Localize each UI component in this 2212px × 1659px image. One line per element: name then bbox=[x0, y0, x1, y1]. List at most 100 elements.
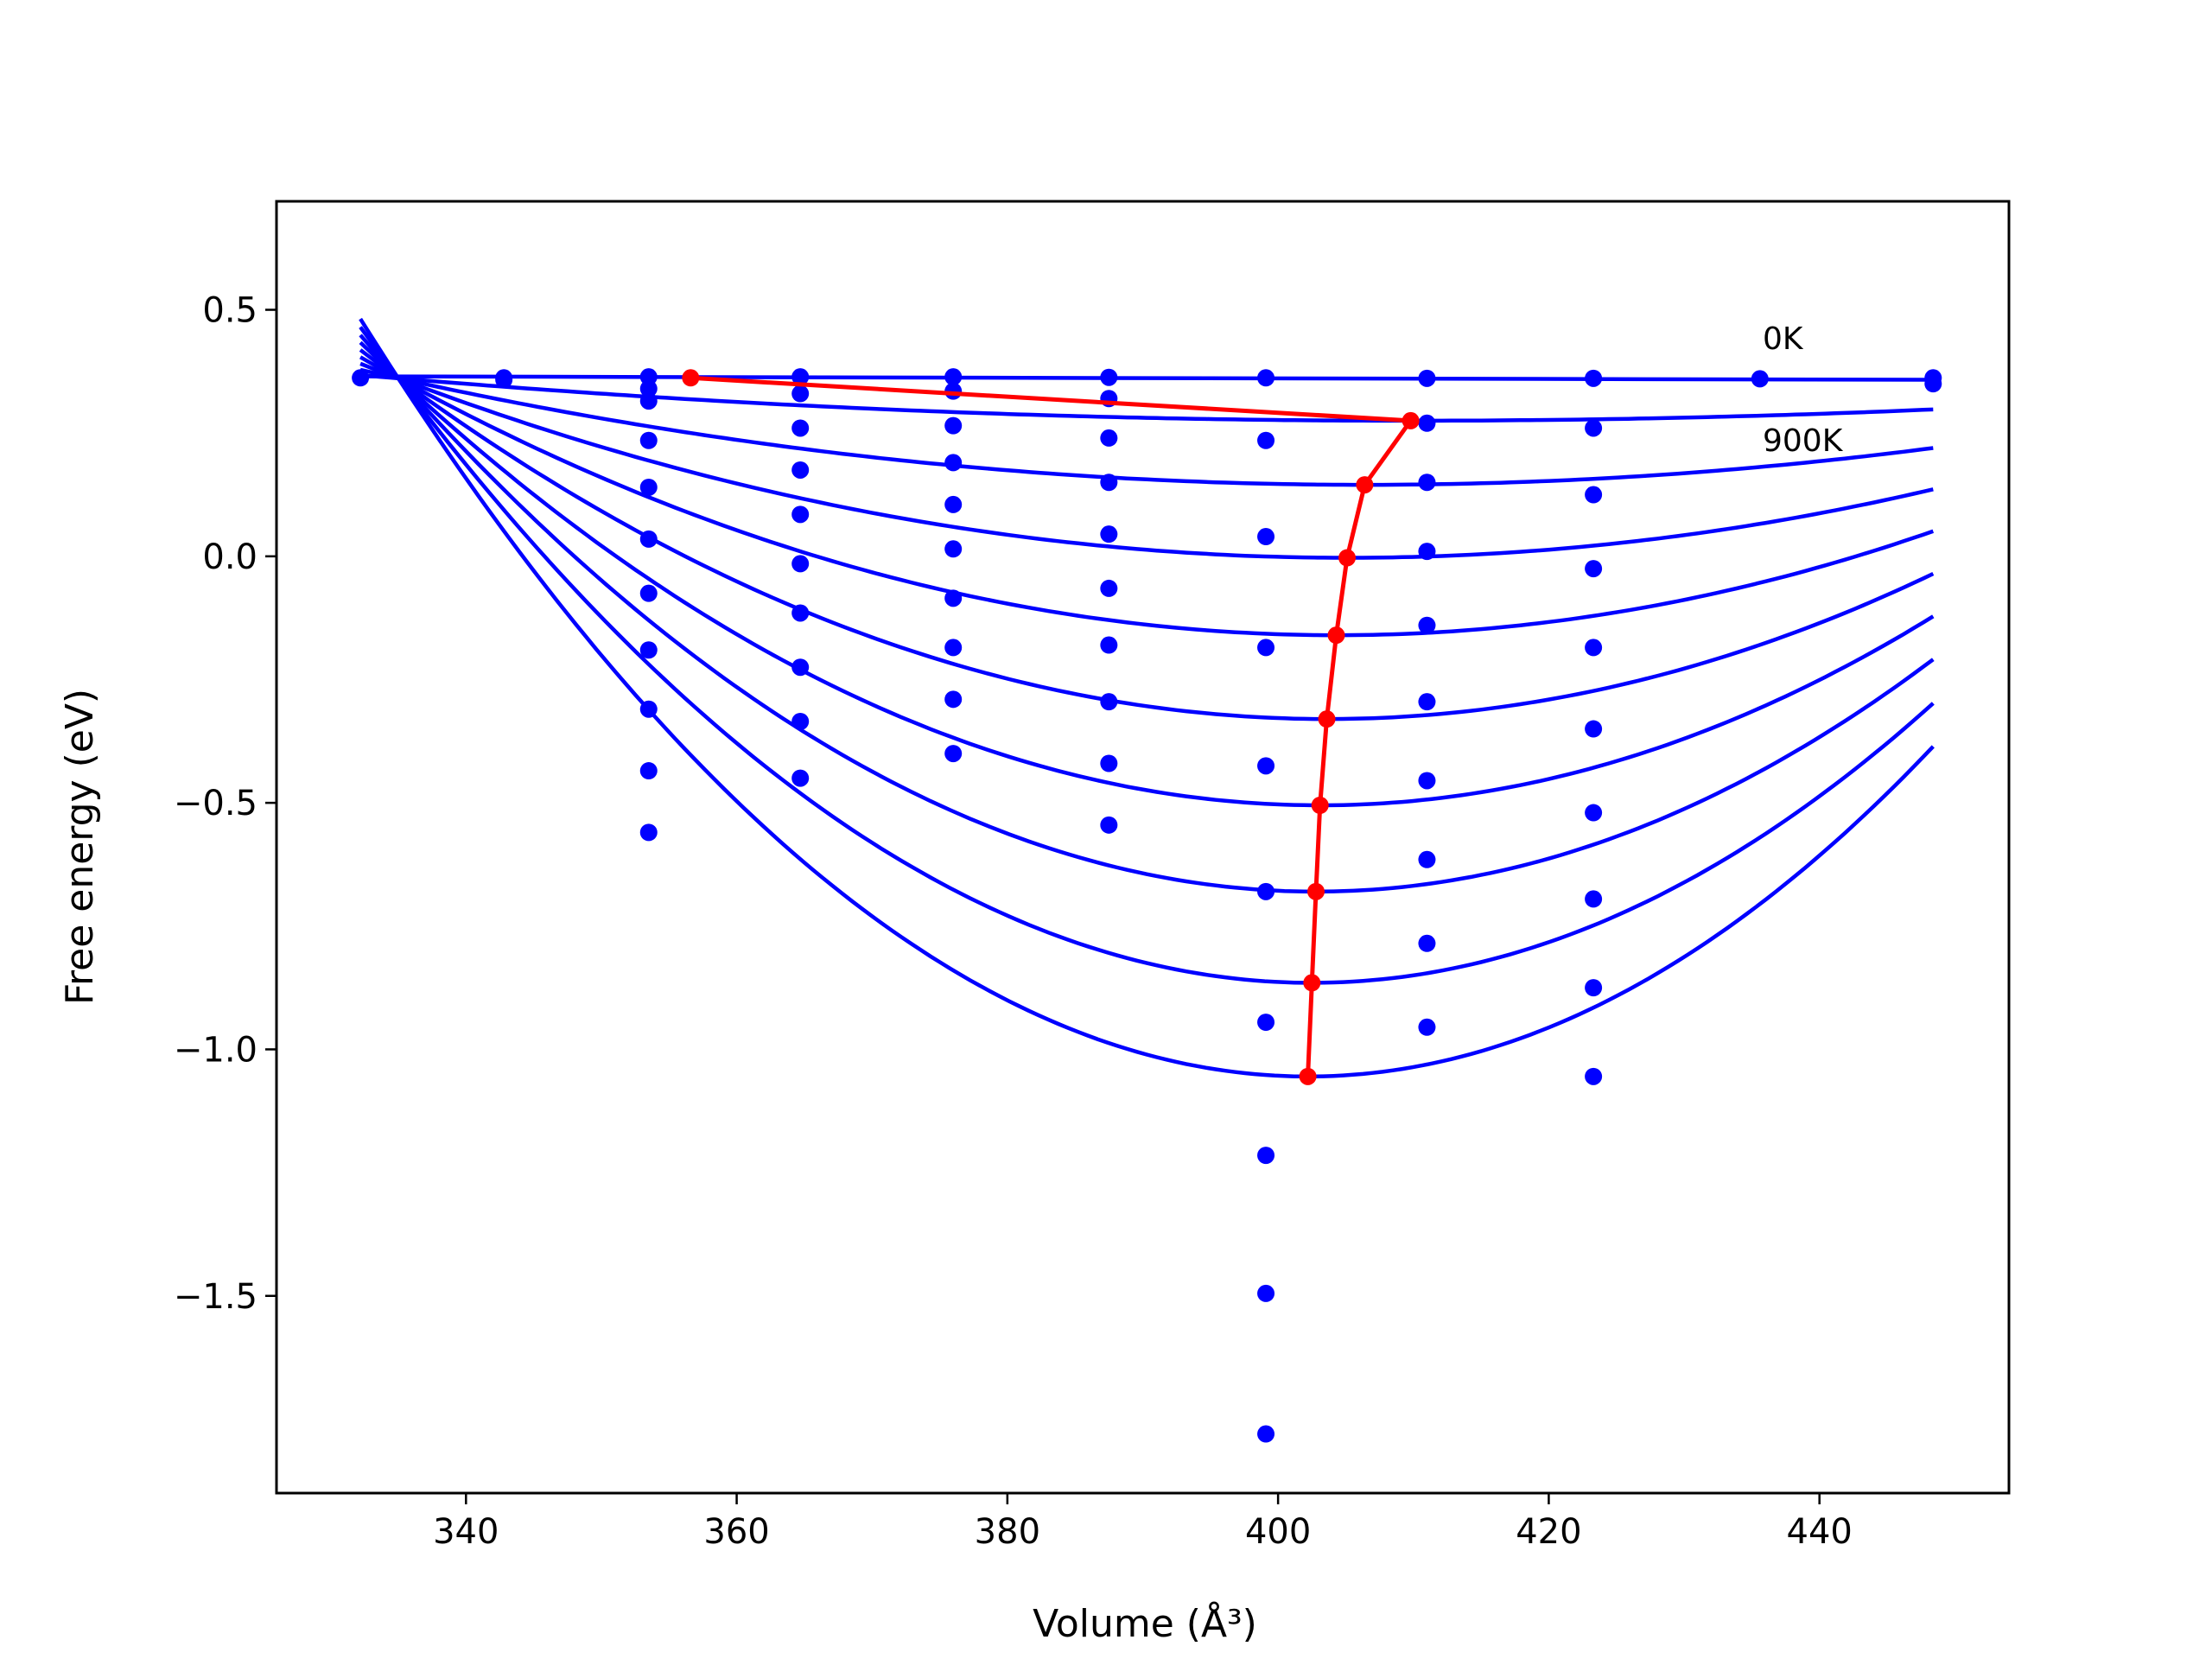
x-axis-label: Volume (Å³) bbox=[1033, 1600, 1257, 1646]
data-point bbox=[1585, 560, 1603, 578]
y-tick-label: −1.5 bbox=[174, 1277, 257, 1317]
data-point bbox=[1418, 616, 1436, 634]
data-point bbox=[1100, 636, 1118, 654]
fit-curve-700K bbox=[359, 334, 1935, 894]
data-point bbox=[639, 530, 658, 548]
data-point bbox=[639, 641, 658, 659]
data-point bbox=[791, 385, 810, 403]
x-tick-label: 380 bbox=[975, 1512, 1040, 1552]
fit-curve-300K bbox=[359, 361, 1934, 560]
data-point bbox=[352, 369, 370, 387]
x-tick-label: 340 bbox=[433, 1512, 499, 1552]
data-point bbox=[1418, 772, 1436, 790]
data-point bbox=[1257, 1284, 1275, 1302]
data-point bbox=[1418, 934, 1436, 952]
minimum-point bbox=[1327, 626, 1345, 645]
data-point bbox=[1257, 1014, 1275, 1032]
data-point bbox=[791, 658, 810, 677]
fit-curves bbox=[359, 317, 1935, 1079]
data-point bbox=[791, 368, 810, 386]
data-point bbox=[1924, 375, 1942, 393]
data-point bbox=[639, 700, 658, 718]
data-point bbox=[1257, 639, 1275, 657]
x-tick-label: 400 bbox=[1245, 1512, 1311, 1552]
data-point bbox=[1100, 525, 1118, 543]
data-point bbox=[1418, 693, 1436, 711]
data-point bbox=[1257, 431, 1275, 449]
fit-curve-600K bbox=[359, 340, 1935, 808]
minimum-point bbox=[1307, 882, 1325, 900]
data-point bbox=[791, 505, 810, 524]
data-point bbox=[639, 431, 658, 449]
data-point bbox=[944, 745, 963, 763]
y-axis: 0.5 0.0 −0.5 −1.0 −1.5 bbox=[174, 291, 276, 1317]
data-point bbox=[944, 454, 963, 472]
data-point bbox=[1257, 1425, 1275, 1443]
data-point bbox=[639, 368, 658, 386]
y-tick-label: −1.0 bbox=[174, 1030, 257, 1070]
minima-path bbox=[690, 375, 1415, 1077]
plot-frame bbox=[275, 200, 2011, 1495]
minimum-point bbox=[1311, 796, 1329, 814]
data-point bbox=[1257, 528, 1275, 546]
minimum-point bbox=[1338, 549, 1357, 567]
data-point bbox=[495, 371, 513, 389]
data-point bbox=[944, 690, 963, 709]
data-point bbox=[1585, 369, 1603, 387]
data-point bbox=[1100, 474, 1118, 492]
x-tick-label: 440 bbox=[1787, 1512, 1853, 1552]
data-point bbox=[1257, 1147, 1275, 1165]
data-point bbox=[791, 712, 810, 730]
data-point bbox=[1418, 474, 1436, 492]
annotation-900k: 900K bbox=[1763, 423, 1844, 459]
data-point bbox=[1585, 720, 1603, 738]
fit-curve-100K bbox=[359, 372, 1934, 423]
data-point bbox=[1418, 414, 1436, 432]
data-point bbox=[1418, 369, 1436, 387]
data-point bbox=[1418, 850, 1436, 868]
fit-curve-500K bbox=[359, 348, 1935, 721]
data-point bbox=[1100, 816, 1118, 834]
data-point bbox=[1751, 370, 1769, 388]
data-point bbox=[639, 823, 658, 842]
data-point bbox=[1585, 979, 1603, 997]
data-point bbox=[639, 584, 658, 602]
fit-curve-800K bbox=[359, 326, 1935, 985]
minimum-point bbox=[1318, 710, 1336, 728]
data-point bbox=[1585, 890, 1603, 908]
data-point bbox=[1100, 368, 1118, 386]
data-point bbox=[791, 604, 810, 622]
data-point bbox=[944, 540, 963, 558]
data-points bbox=[352, 368, 1942, 1443]
annotation-0k: 0K bbox=[1763, 321, 1804, 357]
data-point bbox=[791, 461, 810, 479]
data-point bbox=[639, 379, 658, 397]
data-point bbox=[1257, 369, 1275, 387]
fit-curve-900K bbox=[359, 317, 1935, 1079]
y-tick-label: −0.5 bbox=[174, 784, 257, 823]
data-point bbox=[639, 478, 658, 496]
data-point bbox=[1585, 639, 1603, 657]
minimum-point bbox=[1299, 1067, 1317, 1085]
data-point bbox=[944, 416, 963, 435]
data-point bbox=[1585, 1067, 1603, 1085]
data-point bbox=[1100, 579, 1118, 597]
data-point bbox=[944, 368, 963, 386]
x-tick-label: 360 bbox=[703, 1512, 769, 1552]
data-point bbox=[1100, 693, 1118, 711]
data-point bbox=[1585, 419, 1603, 437]
data-point bbox=[944, 639, 963, 657]
fit-curve-200K bbox=[359, 367, 1934, 487]
data-point bbox=[791, 555, 810, 573]
data-point bbox=[1257, 882, 1275, 900]
data-point bbox=[1100, 754, 1118, 772]
data-point bbox=[1100, 429, 1118, 447]
y-tick-label: 0.5 bbox=[202, 291, 257, 331]
data-point bbox=[1418, 543, 1436, 561]
data-point bbox=[1257, 757, 1275, 775]
minimum-point bbox=[682, 369, 700, 387]
data-point bbox=[791, 419, 810, 437]
data-point bbox=[639, 392, 658, 410]
minima-line bbox=[682, 369, 1420, 1085]
